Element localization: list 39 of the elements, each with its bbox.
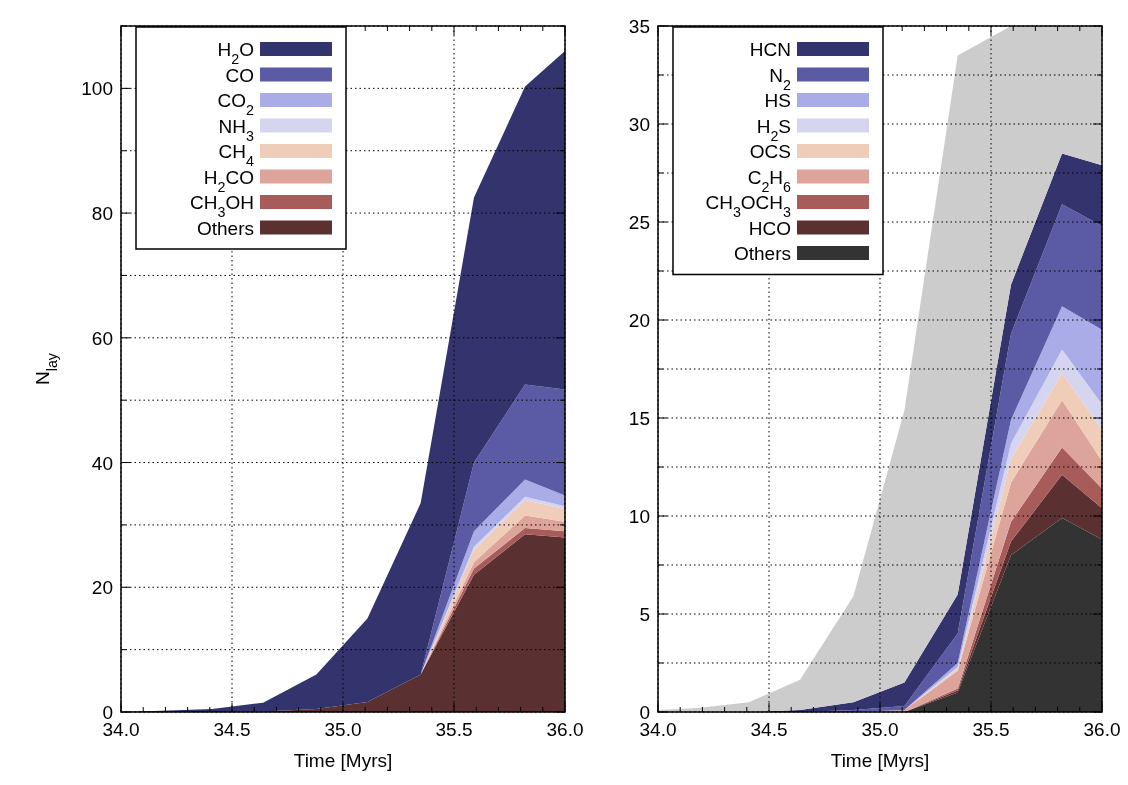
legend-label: H$_{2}$CO (203, 166, 254, 195)
y-tick-label: 20 (91, 577, 113, 599)
y-tick-label: 15 (628, 408, 650, 429)
y-tick-label: 35 (628, 16, 650, 37)
legend-label: CO$_{2}$ (217, 90, 255, 118)
x-tick-label: 34.5 (213, 719, 251, 740)
legend-label: CO (225, 64, 254, 86)
legend-label: CH$_{3}$OH (190, 192, 254, 220)
y-tick-label: 80 (91, 203, 113, 225)
legend-label: H$_{2}$S (756, 115, 791, 144)
x-tick-label: 34.5 (750, 719, 788, 740)
legend-label: CH$_{4}$ (218, 141, 255, 169)
legend-label: Others (196, 217, 254, 239)
x-tick-label: 35.5 (435, 719, 473, 740)
legend-label: N$_{2}$ (769, 64, 792, 93)
legend-label: HCN (749, 39, 791, 60)
y-tick-label: 25 (628, 212, 650, 233)
y-tick-label: 30 (628, 114, 650, 135)
legend-label: HCO (748, 217, 791, 239)
y-tick-label: 5 (639, 604, 650, 625)
legend-label: OCS (749, 141, 791, 162)
legend-label: H$_{2}$O (217, 39, 254, 67)
legend-label: Others (733, 243, 791, 264)
x-axis-title: Time [Myrs] (293, 750, 393, 771)
x-tick-label: 36.0 (1083, 719, 1121, 740)
legend-label: NH$_{3}$ (218, 115, 255, 144)
x-tick-label: 35.0 (861, 719, 899, 740)
x-tick-label: 36.0 (546, 719, 584, 740)
legend-label: CH$_{3}$OCH$_{3}$ (705, 192, 792, 220)
y-tick-label: 100 (81, 78, 113, 100)
y-tick-label: 40 (91, 452, 113, 474)
y-tick-label: 60 (91, 327, 113, 349)
legend-label: HS (764, 90, 791, 111)
y-tick-label: 10 (628, 506, 650, 527)
legend-label: C$_{2}$H$_{6}$ (747, 166, 792, 195)
y-tick-label: 20 (628, 310, 650, 331)
x-tick-label: 35.0 (324, 719, 362, 740)
x-axis-title: Time [Myrs] (830, 750, 930, 771)
x-tick-label: 35.5 (972, 719, 1010, 740)
